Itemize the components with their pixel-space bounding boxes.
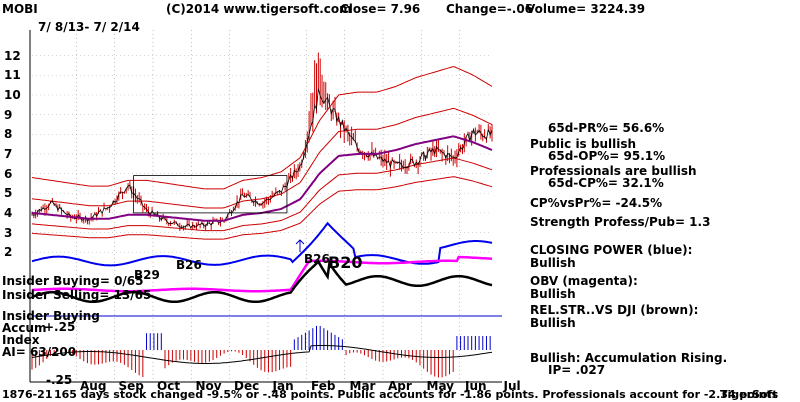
price-bars (31, 52, 493, 232)
obv-value: Bullish (530, 287, 576, 301)
accum-ma-line (31, 345, 493, 364)
x-tick-label: Apr (388, 379, 412, 393)
relative-strength-line (31, 259, 493, 304)
relstr-value: Bullish (530, 316, 576, 330)
accum-label: Accum (2, 321, 47, 335)
accumulation-histogram (31, 325, 493, 378)
y-tick-label: 9 (4, 107, 13, 122)
strength-stat: Strength Profess/Pub= 1.3 (530, 215, 711, 229)
chart-grid (32, 30, 492, 380)
y-tick-label: 4 (4, 205, 13, 220)
accum-bottom-label: -.25 (46, 373, 73, 387)
insider-buying-label: Insider Buying= 0/65 (2, 274, 144, 288)
upper-band-inner (31, 107, 493, 209)
signal-b29: B29 (134, 268, 160, 282)
footer-text: 165 days stock changed -9.5% or -.48 poi… (54, 388, 779, 401)
relstr-stat: REL.STR..VS DJI (brown): (530, 303, 699, 317)
public-stat: Public is bullish (530, 137, 637, 151)
moving-average-line (31, 135, 493, 222)
lower-band-outer (31, 176, 493, 240)
x-tick-label: Jul (503, 379, 521, 393)
base-box (133, 175, 288, 214)
ai-label: AI= 63/200 (2, 345, 77, 359)
close-label: Close= 7.96 (340, 2, 421, 16)
closing-power-value: Bullish (530, 256, 576, 270)
accum-top-label: +.25 (44, 320, 76, 334)
signal-arrow (295, 239, 305, 252)
signal-b26-nov: B26 (176, 258, 202, 272)
volume-label: Volume= 3224.39 (526, 2, 646, 16)
close-line (31, 88, 493, 229)
cp65-stat: 65d-CP%= 32.1% (548, 176, 664, 190)
x-tick-label: Dec (234, 379, 260, 393)
indicator-lines (31, 135, 502, 317)
date-range-label: 7/ 8/13- 7/ 2/14 (38, 20, 140, 34)
obv-line (31, 255, 493, 293)
y-tick-label: 2 (4, 245, 13, 260)
footer-left: 1876-21 (2, 388, 53, 401)
ip-stat: IP= .027 (548, 363, 606, 377)
lower-band-inner (31, 157, 493, 232)
y-tick-label: 11 (4, 68, 21, 83)
copyright-label: (C)2014 www.tigersoft.com (166, 2, 352, 16)
x-tick-label: Nov (195, 379, 222, 393)
y-tick-label: 7 (4, 146, 13, 161)
y-tick-label: 10 (4, 88, 21, 102)
y-tick-label: 3 (4, 225, 13, 240)
symbol-label: MOBI (2, 2, 38, 16)
y-tick-label: 12 (4, 48, 21, 63)
x-tick-label: Sep (118, 379, 144, 393)
y-tick-label: 6 (4, 166, 13, 181)
pr65-stat: 65d-PR%= 56.6% (548, 121, 665, 135)
accum-summary-stat: Bullish: Accumulation Rising. (530, 351, 728, 365)
op65-stat: 65d-OP%= 95.1% (548, 149, 666, 163)
insider-buying-2-label: Insider Buying (2, 309, 100, 323)
x-tick-label: May (426, 379, 455, 393)
pros-stat: Professionals are bullish (530, 164, 697, 178)
x-tick-label: Feb (311, 379, 336, 393)
upper-band-outer (31, 66, 493, 190)
x-tick-label: Jun (465, 379, 487, 393)
footer-right: TigerSoft (720, 388, 778, 401)
closing-power-line (31, 221, 493, 267)
chart-axes (29, 30, 502, 383)
closing-power-stat: CLOSING POWER (blue): (530, 243, 693, 257)
insider-selling-label: Insider Selling= 13/65 (2, 288, 152, 302)
x-tick-label: Mar (349, 379, 376, 393)
cpvspr-stat: CP%vsPr%= -24.5% (530, 196, 663, 210)
band-lines (31, 66, 493, 240)
change-label: Change=-.06 (446, 2, 534, 16)
index-label: Index (2, 333, 40, 347)
signal-b26-jan: B26 (304, 252, 330, 266)
y-tick-label: 8 (4, 127, 13, 142)
x-tick-label: Aug (80, 379, 107, 393)
signal-b20: B20 (328, 253, 363, 272)
x-tick-label: Oct (157, 379, 181, 393)
y-tick-label: 5 (4, 186, 13, 201)
obv-stat: OBV (magenta): (530, 274, 638, 288)
x-tick-label: Jan (272, 379, 294, 393)
